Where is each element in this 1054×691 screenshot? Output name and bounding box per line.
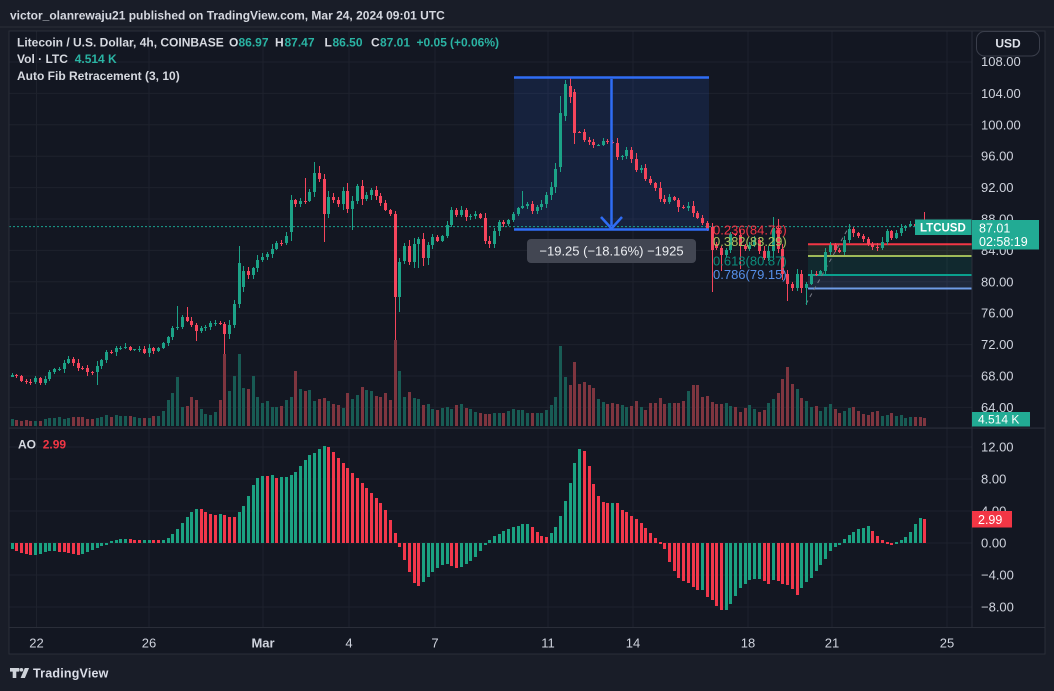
svg-text:64.00: 64.00 [981, 400, 1014, 415]
svg-text:0.786(79.15): 0.786(79.15) [713, 267, 787, 282]
svg-text:0.00: 0.00 [981, 536, 1006, 551]
svg-text:AO: AO [18, 438, 36, 452]
svg-text:0.382(83.29): 0.382(83.29) [713, 234, 787, 249]
svg-text:21: 21 [825, 636, 839, 651]
svg-text:L: L [325, 36, 332, 50]
svg-text:11: 11 [541, 636, 555, 651]
svg-text:02:58:19: 02:58:19 [979, 235, 1028, 249]
svg-text:96.00: 96.00 [981, 149, 1014, 164]
svg-text:USD: USD [995, 37, 1021, 51]
svg-text:−4.00: −4.00 [981, 568, 1014, 583]
svg-text:22: 22 [29, 636, 43, 651]
svg-text:Vol · LTC: Vol · LTC [17, 52, 68, 66]
svg-text:O: O [229, 36, 238, 50]
svg-text:87.47: 87.47 [285, 36, 315, 50]
svg-text:108.00: 108.00 [981, 54, 1021, 69]
svg-text:87.01: 87.01 [979, 222, 1010, 236]
svg-text:0.236(84.78): 0.236(84.78) [713, 223, 787, 238]
svg-text:Auto Fib Retracement (3, 10): Auto Fib Retracement (3, 10) [17, 69, 180, 83]
svg-text:8.00: 8.00 [981, 472, 1006, 487]
svg-text:H: H [275, 36, 284, 50]
svg-text:−8.00: −8.00 [981, 600, 1014, 615]
svg-text:68.00: 68.00 [981, 369, 1014, 384]
svg-text:LTCUSD: LTCUSD [920, 223, 966, 235]
svg-text:Mar: Mar [251, 636, 274, 651]
svg-text:87.01: 87.01 [380, 36, 410, 50]
svg-text:4.514 K: 4.514 K [75, 52, 117, 66]
svg-text:18: 18 [741, 636, 755, 651]
svg-text:26: 26 [142, 636, 156, 651]
svg-text:2.99: 2.99 [978, 513, 1002, 527]
svg-text:72.00: 72.00 [981, 337, 1014, 352]
svg-text:+0.05: +0.05 [417, 36, 448, 50]
svg-text:−19.25 (−18.16%) −1925: −19.25 (−18.16%) −1925 [539, 244, 683, 259]
svg-text:86.97: 86.97 [239, 36, 269, 50]
svg-text:4: 4 [345, 636, 352, 651]
svg-text:92.00: 92.00 [981, 180, 1014, 195]
svg-text:7: 7 [431, 636, 438, 651]
svg-text:14: 14 [626, 636, 640, 651]
svg-text:TradingView: TradingView [33, 666, 109, 680]
svg-text:Litecoin / U.S. Dollar, 4h, CO: Litecoin / U.S. Dollar, 4h, COINBASE [17, 36, 224, 50]
svg-text:12.00: 12.00 [981, 440, 1014, 455]
svg-text:0.618(80.87): 0.618(80.87) [713, 253, 787, 268]
svg-text:104.00: 104.00 [981, 86, 1021, 101]
svg-text:C: C [371, 36, 380, 50]
svg-text:2.99: 2.99 [43, 438, 67, 452]
svg-text:25: 25 [940, 636, 954, 651]
svg-text:86.50: 86.50 [333, 36, 363, 50]
svg-text:100.00: 100.00 [981, 117, 1021, 132]
svg-text:4.514 K: 4.514 K [978, 413, 1019, 427]
svg-text:victor_olanrewaju21 published: victor_olanrewaju21 published on Trading… [10, 9, 445, 23]
svg-text:80.00: 80.00 [981, 274, 1014, 289]
svg-text:76.00: 76.00 [981, 306, 1014, 321]
svg-text:(+0.06%): (+0.06%) [450, 36, 499, 50]
